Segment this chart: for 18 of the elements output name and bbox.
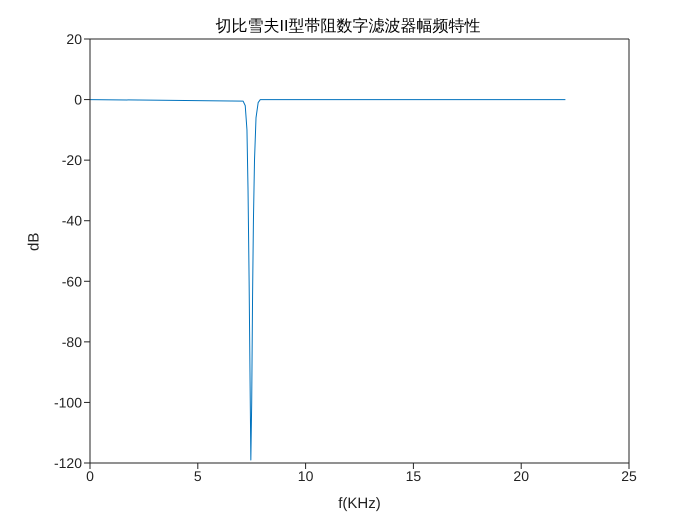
y-axis-title: dB (25, 232, 42, 251)
line-series (90, 99, 566, 460)
x-tick-label: 10 (298, 468, 314, 484)
chart-title: 切比雪夫II型带阻数字滤波器幅频特性 (216, 18, 480, 35)
x-tick-label: 15 (406, 468, 422, 484)
y-tick-label: -120 (54, 454, 82, 471)
y-tick-label: 0 (74, 92, 82, 108)
y-tick-label: -40 (62, 212, 82, 229)
x-tick-label: 20 (513, 468, 530, 484)
y-tick-label: -20 (62, 152, 82, 168)
x-axis-title: f(KHz) (338, 495, 381, 512)
x-tick-label: 5 (194, 468, 202, 484)
y-tick-label: -60 (62, 273, 82, 290)
x-tick-label: 0 (86, 468, 94, 484)
y-tick-label: -80 (62, 334, 82, 350)
y-tick-label: -100 (54, 394, 82, 410)
x-tick-label: 25 (621, 468, 637, 484)
y-tick-label: 20 (66, 30, 82, 47)
